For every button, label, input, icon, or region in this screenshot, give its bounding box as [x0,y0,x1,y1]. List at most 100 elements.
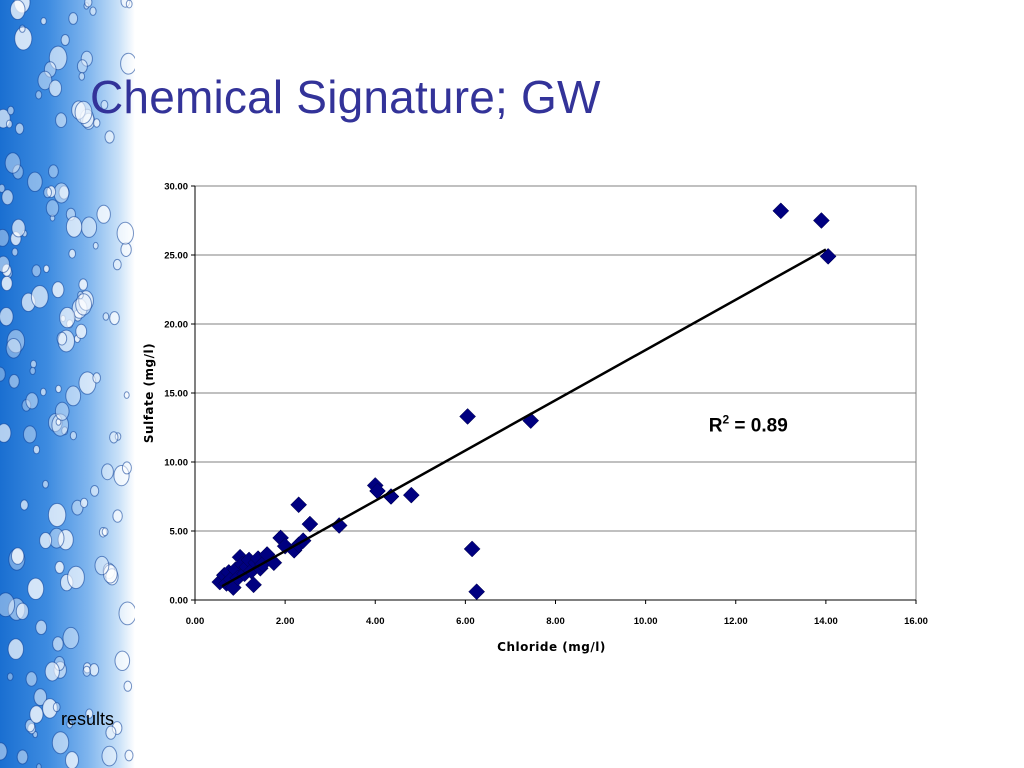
x-tick-label: 16.00 [904,616,928,627]
water-drops-pattern [0,0,135,768]
y-tick-label: 30.00 [164,182,188,193]
data-point [402,486,420,504]
water-drop [80,50,93,67]
water-drop [56,331,68,346]
water-drop [5,119,13,129]
y-axis-title: Sulfate (mg/l) [142,343,156,443]
water-drop [55,384,62,394]
water-drop [29,705,44,724]
water-drop [109,431,119,444]
water-drop [39,532,53,549]
water-drop [112,509,123,523]
water-drop [60,34,70,46]
water-drop [35,619,48,636]
water-drop [78,290,94,311]
water-drop [36,763,42,768]
water-drop [55,112,68,128]
water-drop [65,385,82,407]
water-drop [47,502,67,528]
data-point [290,496,307,514]
water-drop [74,100,93,125]
water-drop [35,90,43,100]
water-drop [89,6,97,16]
water-drop [40,17,47,26]
water-drop [54,401,70,421]
water-drop [0,742,8,761]
water-drop [43,264,50,273]
water-drop [9,0,26,20]
water-drop [96,204,111,224]
water-drop [66,720,74,729]
water-drop [27,577,45,600]
water-drop [109,311,120,326]
water-drop [52,702,61,713]
trendline [221,248,827,588]
water-drop [78,278,88,291]
water-drop [48,79,62,98]
y-tick-label: 10.00 [164,458,188,469]
water-drop [44,661,60,682]
x-tick-label: 12.00 [724,616,748,627]
water-drop [101,745,118,767]
water-drop [65,751,79,768]
water-drop [5,338,22,359]
water-drop [0,307,14,327]
x-tick-label: 2.00 [276,616,295,627]
water-drop [51,281,65,299]
water-drop [45,199,60,217]
water-drop [25,392,39,410]
water-drop [68,12,79,25]
water-drop [25,671,38,687]
x-axis-title: Chloride (mg/l) [497,640,606,654]
water-drop [120,52,135,75]
y-tick-label: 15.00 [164,389,188,400]
water-drop [65,216,83,238]
x-tick-label: 0.00 [186,616,205,627]
water-drop [40,387,47,397]
water-drop [29,366,36,375]
water-drop [84,0,93,8]
water-drop [90,485,100,497]
water-drop [15,602,29,620]
x-tick-label: 10.00 [634,616,658,627]
water-drop [118,601,135,626]
data-point [301,515,319,533]
y-tick-label: 5.00 [170,527,189,538]
water-drop [92,372,101,384]
water-drop [0,255,10,273]
water-drop [0,228,10,247]
water-drop [42,479,49,489]
water-drop [20,499,29,511]
water-drop [75,293,92,316]
water-drop [7,105,15,116]
data-point [463,540,481,558]
data-point [459,408,476,425]
water-drop [112,258,122,271]
water-drop [101,527,109,537]
water-drop [12,164,24,180]
water-drop [7,638,24,660]
water-drop [78,72,86,81]
water-drop [105,725,117,740]
water-drop [6,329,26,354]
data-point [813,212,830,229]
water-drop [6,672,14,681]
water-drop [16,749,29,765]
water-drop [27,171,43,193]
water-drop [0,423,12,443]
x-tick-label: 4.00 [366,616,385,627]
water-drop [92,241,99,250]
x-tick-label: 8.00 [546,616,565,627]
water-drop [124,749,134,762]
x-tick-label: 14.00 [814,616,838,627]
water-drop [80,497,89,509]
footer-note: results [61,709,115,729]
water-drop [125,0,133,9]
y-tick-label: 20.00 [164,320,188,331]
water-drop [31,264,42,278]
water-drop [62,626,80,650]
water-drop [123,680,133,692]
water-drop [85,708,94,719]
water-drop [75,323,88,339]
